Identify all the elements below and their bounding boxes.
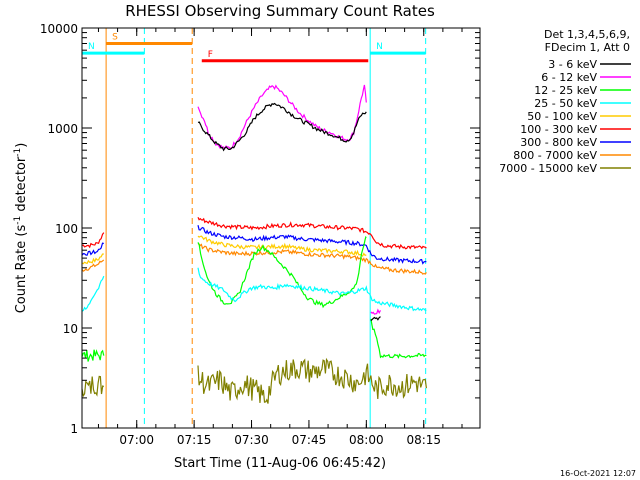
- legend-label-2: 12 - 25 keV: [534, 84, 597, 97]
- y-axis-label-exp-2: -1: [13, 148, 23, 157]
- series-trace-7000-15000-kev-seg18: [197, 357, 427, 404]
- x-tick-label-5: 08:15: [406, 433, 441, 447]
- y-tick-label-0: 1: [70, 422, 78, 436]
- legend-header-line-1: FDecim 1, Att 0: [545, 41, 630, 54]
- series-trace-7000-15000-kev-seg6: [81, 375, 105, 398]
- x-tick-label-4: 08:00: [349, 433, 384, 447]
- x-tick-label-2: 07:30: [234, 433, 269, 447]
- plot-frame: [81, 27, 481, 429]
- flag-label-n-2: N: [376, 42, 383, 52]
- legend-label-0: 3 - 6 keV: [548, 58, 597, 71]
- y-tick-label-1: 10: [63, 322, 78, 336]
- x-tick-label-1: 07:15: [177, 433, 212, 447]
- series-trace-100-300-kev-seg9: [197, 216, 427, 250]
- series-trace-12-25-kev-seg14: [370, 318, 427, 359]
- series-trace-12-25-kev-seg5: [81, 349, 105, 362]
- series-trace-12-25-kev-seg13: [197, 235, 367, 309]
- legend-label-6: 300 - 800 keV: [520, 136, 597, 149]
- y-axis-label-mid: detector: [14, 156, 29, 216]
- y-axis-label-suffix: ): [14, 143, 29, 148]
- series-trace-100-300-kev-seg0: [81, 232, 105, 249]
- legend-label-8: 7000 - 15000 keV: [499, 162, 597, 175]
- flag-label-f-3: F: [208, 50, 213, 60]
- flag-label-n-1: N: [88, 42, 95, 52]
- y-tick-label-2: 100: [55, 222, 78, 236]
- legend-header-line-0: Det 1,3,4,5,6,9,: [544, 28, 630, 41]
- legend-label-1: 6 - 12 keV: [541, 71, 597, 84]
- axes: 07:00 07:15 07:30 07:45 08:00 08:15 1 10 100 1000…: [40, 22, 481, 447]
- y-axis-label: Count Rate (s-1 detector-1): [13, 143, 29, 314]
- legend-label-7: 800 - 7000 keV: [513, 149, 597, 162]
- series-trace-3-6-kev-seg17: [370, 316, 381, 322]
- legend-label-5: 100 - 300 keV: [520, 123, 597, 136]
- x-tick-label-0: 07:00: [119, 433, 154, 447]
- x-tick-label-3: 07:45: [292, 433, 327, 447]
- series-trace-50-100-kev-seg2: [81, 253, 104, 265]
- y-tick-label-3: 1000: [47, 122, 78, 136]
- legend-label-4: 50 - 100 keV: [527, 110, 597, 123]
- series-trace-300-800-kev-seg1: [81, 242, 104, 256]
- series-trace-300-800-kev-seg10: [197, 225, 427, 265]
- legend: Det 1,3,4,5,6,9,FDecim 1, Att 0 3 - 6 keV…: [499, 28, 631, 175]
- footer-date: 16-Oct-2021 12:07: [560, 469, 636, 478]
- series-trace-3-6-kev-seg8: [197, 102, 367, 152]
- legend-label-3: 25 - 50 keV: [534, 97, 597, 110]
- y-axis-label-prefix: Count Rate (s: [14, 225, 29, 314]
- chart-title: RHESSI Observing Summary Count Rates: [125, 2, 435, 20]
- series-trace-6-12-kev-seg16: [370, 308, 382, 315]
- y-tick-label-4: 10000: [40, 22, 78, 36]
- series-trace-50-100-kev-seg11: [197, 235, 367, 258]
- flag-label-s-0: S: [112, 32, 118, 42]
- series-trace-800-7000-kev-seg3: [81, 259, 105, 272]
- y-axis-label-exp-1: -1: [13, 216, 23, 225]
- series-trace-25-50-kev-seg15: [197, 267, 427, 312]
- series-trace-25-50-kev-seg4: [81, 275, 105, 312]
- series-trace-800-7000-kev-seg12: [197, 242, 427, 275]
- x-axis-label: Start Time (11-Aug-06 06:45:42): [174, 456, 386, 471]
- plot-area: S N N F: [81, 28, 427, 428]
